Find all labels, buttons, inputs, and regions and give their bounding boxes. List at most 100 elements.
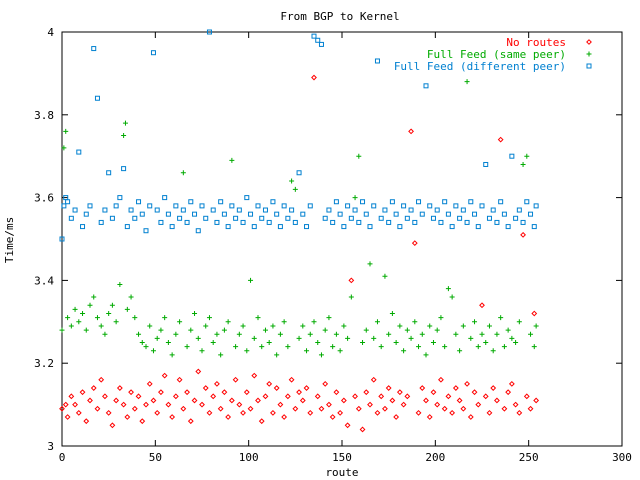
data-point-diamond xyxy=(243,389,250,396)
data-point-diamond xyxy=(217,405,224,412)
data-point-plus xyxy=(203,323,209,329)
data-point-diamond xyxy=(494,397,500,404)
data-point-diamond xyxy=(113,397,120,404)
data-point-square xyxy=(486,215,492,221)
y-tick-label: 3 xyxy=(47,440,54,453)
data-point-square xyxy=(341,224,347,230)
data-point-plus xyxy=(218,352,224,358)
data-point-square xyxy=(270,199,276,205)
y-tick-label: 3.4 xyxy=(34,274,54,287)
data-point-diamond xyxy=(288,376,295,383)
data-point-square xyxy=(311,33,317,39)
data-point-diamond xyxy=(266,380,273,387)
data-point-diamond xyxy=(124,414,131,420)
data-point-diamond xyxy=(512,401,519,408)
data-point-plus xyxy=(229,157,235,163)
data-point-diamond xyxy=(206,409,213,416)
data-point-plus xyxy=(479,331,485,337)
data-point-plus xyxy=(311,319,317,325)
data-point-square xyxy=(318,41,324,47)
legend-label: Full Feed (different peer) xyxy=(394,60,566,73)
data-point-diamond xyxy=(352,393,358,400)
data-point-diamond xyxy=(359,426,366,433)
data-point-plus xyxy=(87,302,93,308)
data-point-plus xyxy=(91,294,97,300)
data-point-diamond xyxy=(68,393,75,400)
data-point-square xyxy=(337,211,343,217)
legend-marker-square xyxy=(586,63,592,69)
x-tick-label: 200 xyxy=(425,451,445,464)
data-point-plus xyxy=(524,153,530,159)
data-point-square xyxy=(397,224,403,230)
data-point-square xyxy=(229,203,235,209)
data-point-plus xyxy=(378,344,384,350)
data-point-diamond xyxy=(460,405,467,412)
data-point-plus xyxy=(233,344,239,350)
data-point-plus xyxy=(188,327,194,333)
data-point-diamond xyxy=(75,409,82,416)
data-point-diamond xyxy=(221,389,228,396)
data-point-diamond xyxy=(303,385,310,391)
data-point-diamond xyxy=(284,393,291,400)
data-point-diamond xyxy=(202,385,209,391)
data-point-square xyxy=(374,58,380,64)
data-point-diamond xyxy=(191,397,198,404)
data-point-diamond xyxy=(187,418,194,425)
data-point-diamond xyxy=(228,397,235,404)
data-point-square xyxy=(184,219,190,225)
data-point-diamond xyxy=(471,389,478,396)
data-point-diamond xyxy=(143,401,149,408)
data-point-diamond xyxy=(527,405,534,412)
data-point-plus xyxy=(147,323,153,329)
data-point-square xyxy=(516,207,522,213)
data-point-diamond xyxy=(497,136,504,143)
data-point-plus xyxy=(397,323,403,329)
data-point-square xyxy=(143,228,149,234)
data-point-plus xyxy=(315,340,321,345)
data-point-diamond xyxy=(255,397,261,404)
data-point-square xyxy=(169,224,175,230)
plot-frame xyxy=(61,31,623,447)
x-tick-label: 150 xyxy=(332,451,352,464)
data-point-square xyxy=(274,211,280,217)
data-point-plus xyxy=(61,145,67,151)
data-point-diamond xyxy=(516,409,523,416)
data-point-square xyxy=(401,203,407,209)
data-point-diamond xyxy=(520,231,526,238)
y-tick-label: 3.8 xyxy=(34,109,54,122)
legend-label: No routes xyxy=(506,36,566,49)
data-point-diamond xyxy=(281,414,288,420)
data-point-square xyxy=(468,199,474,205)
data-point-plus xyxy=(285,344,291,350)
data-point-plus xyxy=(533,323,539,329)
data-point-square xyxy=(281,203,287,209)
data-point-square xyxy=(412,219,418,225)
data-point-square xyxy=(524,199,530,205)
data-point-square xyxy=(203,215,209,221)
data-point-plus xyxy=(360,340,366,345)
data-point-square xyxy=(307,203,313,209)
data-point-square xyxy=(214,219,220,225)
data-point-diamond xyxy=(337,409,344,416)
data-point-square xyxy=(136,199,142,205)
data-point-plus xyxy=(427,323,433,329)
data-point-diamond xyxy=(247,405,254,412)
data-point-diamond xyxy=(340,397,347,404)
data-point-square xyxy=(210,207,216,213)
data-point-plus xyxy=(169,352,175,358)
legend-marker-plus xyxy=(586,51,592,57)
data-point-square xyxy=(98,219,104,225)
data-point-square xyxy=(356,219,362,225)
x-tick-label: 0 xyxy=(59,451,66,464)
data-point-plus xyxy=(106,311,112,317)
data-point-diamond xyxy=(426,414,433,420)
data-point-plus xyxy=(501,344,507,350)
data-point-diamond xyxy=(404,393,411,400)
data-point-plus xyxy=(289,178,295,184)
data-point-diamond xyxy=(277,401,284,408)
data-point-plus xyxy=(464,79,470,85)
data-point-diamond xyxy=(441,405,448,412)
data-point-diamond xyxy=(318,405,325,412)
data-point-plus xyxy=(505,327,511,333)
data-point-plus xyxy=(221,327,227,333)
